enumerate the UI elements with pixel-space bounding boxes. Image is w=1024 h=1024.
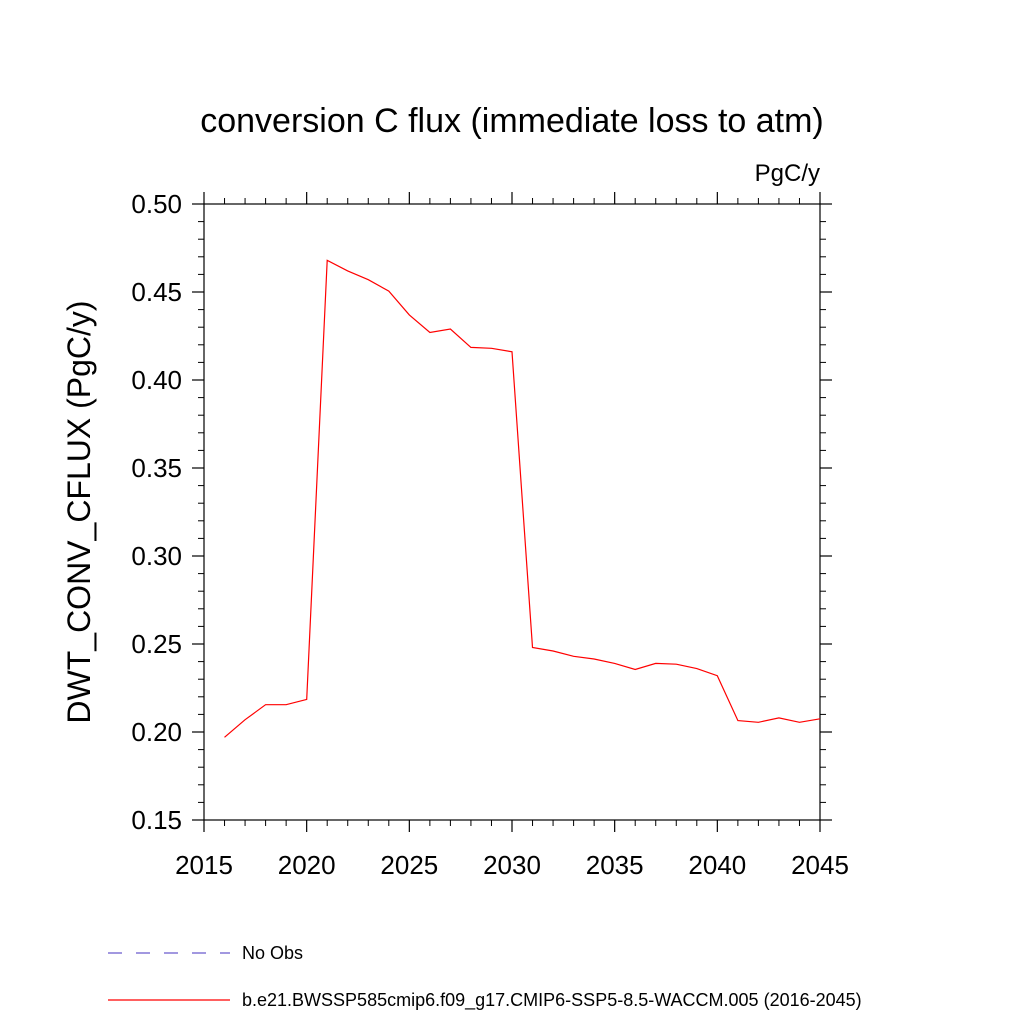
x-tick-label: 2035 xyxy=(586,850,644,880)
y-axis-label: DWT_CONV_CFLUX (PgC/y) xyxy=(61,300,97,723)
x-tick-label: 2015 xyxy=(175,850,233,880)
y-tick-label: 0.40 xyxy=(131,365,182,395)
x-tick-label: 2020 xyxy=(278,850,336,880)
axes: 2015 2020 2025 2030 2035 2040 2045 0.15 0.20 0.25… xyxy=(131,189,849,880)
x-tick-label: 2025 xyxy=(380,850,438,880)
chart-title: conversion C flux (immediate loss to atm… xyxy=(200,102,824,140)
x-tick-label: 2045 xyxy=(791,850,849,880)
y-tick-label: 0.15 xyxy=(131,805,182,835)
x-tick-label: 2030 xyxy=(483,850,541,880)
y-tick-label: 0.25 xyxy=(131,629,182,659)
y-tick-label: 0.35 xyxy=(131,453,182,483)
y-tick-label: 0.20 xyxy=(131,717,182,747)
legend-label-no-obs: No Obs xyxy=(242,943,303,963)
plot-frame xyxy=(203,203,821,821)
series-line-1 xyxy=(224,259,821,738)
y-tick-label: 0.50 xyxy=(131,189,182,219)
legend-label-model-run: b.e21.BWSSP585cmip6.f09_g17.CMIP6-SSP5-8… xyxy=(242,990,862,1011)
y-tick-label: 0.45 xyxy=(131,277,182,307)
x-tick-label: 2040 xyxy=(688,850,746,880)
y-tick-label: 0.30 xyxy=(131,541,182,571)
legend: No Obs b.e21.BWSSP585cmip6.f09_g17.CMIP6… xyxy=(108,943,862,1011)
series-layer xyxy=(224,259,821,738)
units-label: PgC/y xyxy=(755,160,820,187)
